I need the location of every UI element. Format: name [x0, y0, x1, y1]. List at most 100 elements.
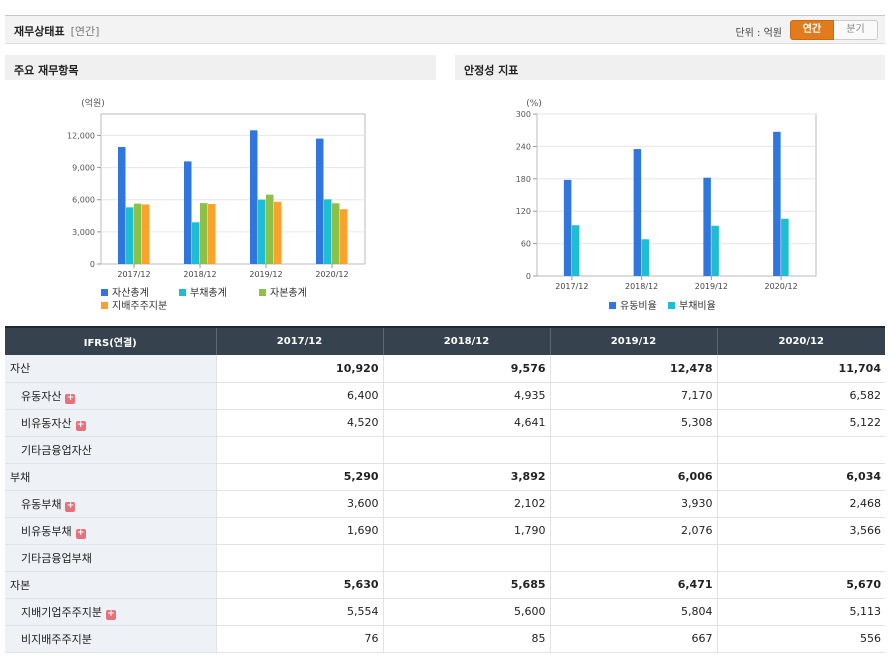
legend-swatch: [101, 289, 108, 296]
row-label-cell: 기타금융업부채: [5, 544, 216, 572]
expand-plus-icon[interactable]: +: [105, 608, 116, 620]
table-cell: 1,790: [382, 517, 550, 545]
table-cell: 6,034: [716, 463, 885, 491]
legend-label: 지배주주지분: [112, 300, 167, 312]
table-row: 비유동부채 +1,690 1,790 2,076 3,566: [5, 517, 885, 545]
table-cell: [716, 436, 885, 464]
table-row: 자본 5,630 5,685 6,471 5,670: [5, 571, 885, 599]
table-cell: 5,113: [716, 598, 885, 626]
bar[interactable]: [571, 225, 580, 276]
bar[interactable]: [184, 161, 192, 264]
bar[interactable]: [192, 222, 200, 264]
x-tick-label: 2019/12: [249, 270, 282, 279]
bar[interactable]: [781, 218, 789, 276]
table-cell: [549, 436, 717, 464]
table-cell: [382, 544, 550, 572]
tab-quarter[interactable]: 분기: [834, 20, 878, 40]
table-cell: 2,468: [716, 490, 885, 518]
table-row: 기타금융업자산: [5, 436, 885, 464]
row-label: 기타금융업자산: [21, 443, 92, 457]
table-row: 부채 5,290 3,892 6,006 6,034: [5, 463, 885, 491]
bar[interactable]: [773, 131, 781, 276]
row-label-cell: 비유동부채 +: [5, 517, 216, 545]
y-tick-label: 180: [516, 175, 531, 184]
x-tick-label: 2020/12: [315, 270, 348, 279]
tab-annual[interactable]: 연간: [790, 20, 834, 40]
table-cell: [382, 436, 550, 464]
table-cell: [215, 544, 383, 572]
bar[interactable]: [142, 204, 150, 264]
table-cell: 76: [215, 625, 383, 653]
expand-plus-icon[interactable]: +: [65, 392, 76, 404]
row-label: 비유동부채: [21, 524, 72, 538]
table-row: 비유동자산 +4,520 4,641 5,308 5,122: [5, 409, 885, 437]
bar[interactable]: [340, 209, 348, 264]
table-cell: 2,102: [382, 490, 550, 518]
bar[interactable]: [641, 239, 650, 276]
table-cell: [716, 544, 885, 572]
bar[interactable]: [118, 147, 126, 264]
expand-plus-icon[interactable]: +: [75, 527, 86, 539]
bar[interactable]: [200, 203, 208, 264]
bar[interactable]: [208, 204, 216, 264]
bar[interactable]: [126, 207, 134, 264]
table-cell: 4,641: [382, 409, 550, 437]
bar[interactable]: [316, 138, 324, 264]
row-label-cell: 자본: [5, 571, 216, 599]
statement-header: 재무상태표 [연간] 단위 : 억원 연간 분기: [5, 15, 885, 44]
legend-swatch: [609, 302, 616, 309]
bar[interactable]: [633, 149, 642, 276]
y-tick-label: 0: [90, 260, 95, 269]
expand-plus-icon[interactable]: +: [75, 419, 86, 431]
y-tick-label: 9,000: [72, 164, 95, 173]
x-tick-label: 2020/12: [765, 282, 798, 291]
bar[interactable]: [332, 203, 340, 264]
column-header: 2019/12: [549, 326, 717, 355]
bar[interactable]: [711, 225, 719, 276]
bar[interactable]: [266, 194, 274, 264]
table-header-row: IFRS(연결) 2017/12 2018/12 2019/12 2020/12: [5, 326, 885, 355]
y-tick-label: 240: [516, 142, 531, 151]
expand-plus-icon[interactable]: +: [65, 500, 76, 512]
table-cell: 5,670: [716, 571, 885, 599]
table-row: 유동자산 +6,400 4,935 7,170 6,582: [5, 382, 885, 410]
statement-title: 재무상태표 [연간]: [14, 25, 100, 38]
bar[interactable]: [563, 179, 572, 276]
row-label: 부채: [10, 470, 31, 484]
bar[interactable]: [134, 203, 142, 264]
row-label: 유동부채: [21, 497, 62, 511]
bar[interactable]: [274, 201, 282, 264]
table-cell: 5,122: [716, 409, 885, 437]
table-cell: 9,576: [382, 355, 550, 383]
y-tick-label: 300: [516, 110, 531, 119]
x-tick-label: 2017/12: [117, 270, 150, 279]
y-tick-label: 6,000: [72, 196, 95, 205]
table-row: 자산 10,920 9,576 12,478 11,704: [5, 355, 885, 383]
row-label-cell: 기타금융업자산: [5, 436, 216, 464]
row-label-cell: 유동자산 +: [5, 382, 216, 410]
x-tick-label: 2018/12: [183, 270, 216, 279]
table-cell: 5,685: [382, 571, 550, 599]
table-cell: 3,930: [549, 490, 717, 518]
financial-table: IFRS(연결) 2017/12 2018/12 2019/12 2020/12…: [5, 326, 885, 653]
bar[interactable]: [250, 130, 258, 264]
y-axis-label: (%): [526, 99, 542, 109]
row-label: 유동자산: [21, 389, 62, 403]
bar[interactable]: [258, 199, 266, 264]
statement-subtitle: [연간]: [70, 25, 100, 38]
table-row: 비지배주주지분 76 85 667 556: [5, 625, 885, 653]
table-cell: 5,308: [549, 409, 717, 437]
table-cell: 1,690: [215, 517, 383, 545]
bar[interactable]: [703, 177, 711, 276]
legend-label: 자산총계: [112, 287, 149, 299]
table-cell: 5,630: [215, 571, 383, 599]
column-header: 2017/12: [215, 326, 383, 355]
table-cell: 6,006: [549, 463, 717, 491]
panel-title-financial-items: 주요 재무항목: [5, 55, 436, 80]
table-cell: 12,478: [549, 355, 717, 383]
table-cell: 4,520: [215, 409, 383, 437]
table-cell: 4,935: [382, 382, 550, 410]
legend-label: 유동비율: [620, 300, 657, 312]
bar[interactable]: [324, 199, 332, 264]
table-cell: 3,600: [215, 490, 383, 518]
